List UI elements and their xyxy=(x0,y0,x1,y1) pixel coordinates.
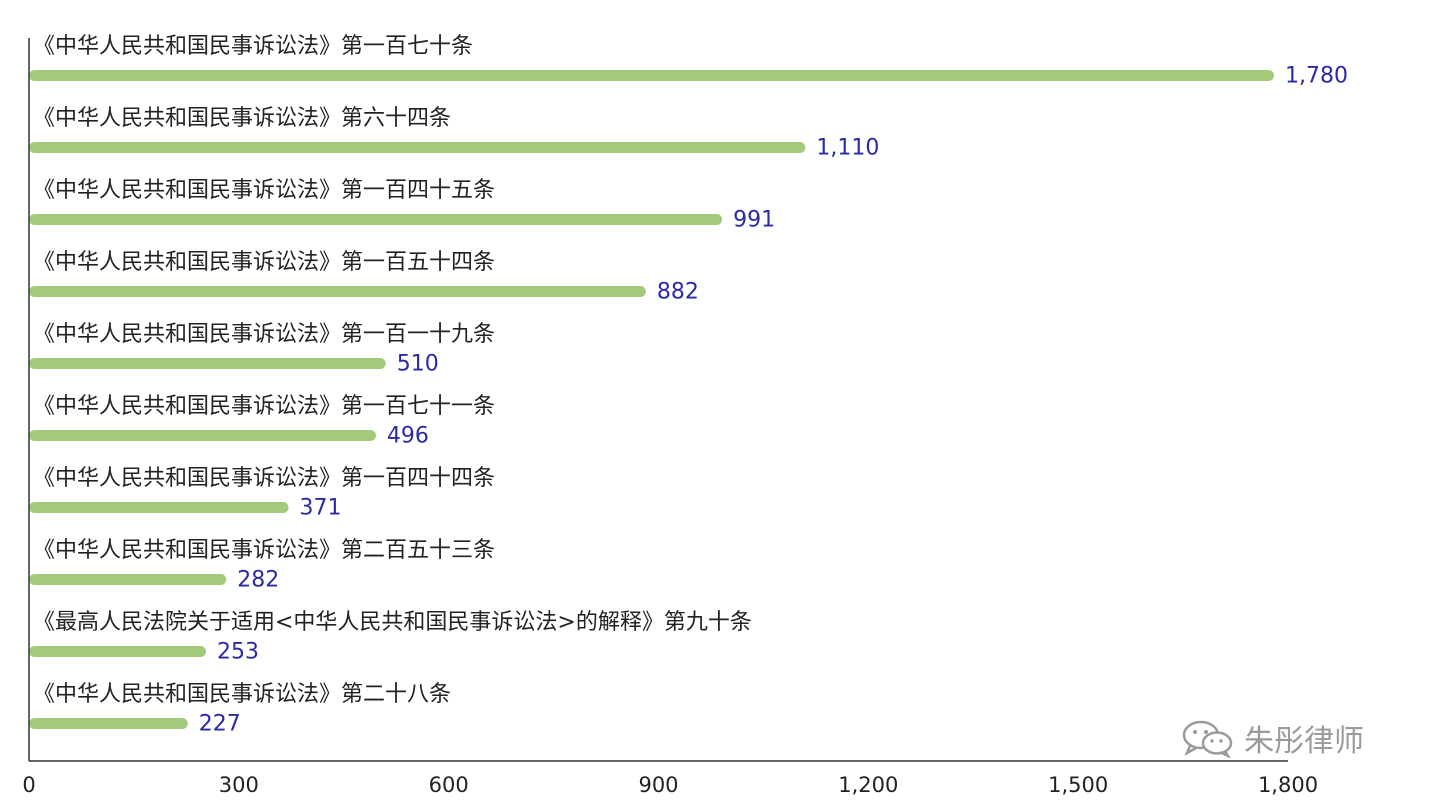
data-label: 882 xyxy=(657,280,699,305)
bar xyxy=(29,214,723,225)
bar xyxy=(29,286,646,297)
data-label: 510 xyxy=(397,352,439,377)
category-labels-layer: 《中华人民共和国民事诉讼法》第一百七十条《中华人民共和国民事诉讼法》第六十四条《… xyxy=(33,34,752,707)
bar xyxy=(29,502,289,513)
data-label: 227 xyxy=(199,712,241,737)
category-label: 《中华人民共和国民事诉讼法》第一百四十五条 xyxy=(33,178,495,203)
category-label: 《中华人民共和国民事诉讼法》第一百七十条 xyxy=(33,34,473,59)
category-label: 《中华人民共和国民事诉讼法》第二百五十三条 xyxy=(33,538,495,563)
x-tick-label: 600 xyxy=(429,773,469,797)
bar xyxy=(29,574,227,585)
watermark-text: 朱彤律师 xyxy=(1244,724,1364,759)
x-tick-label: 300 xyxy=(219,773,259,797)
x-tick-label: 0 xyxy=(22,773,35,797)
category-label: 《中华人民共和国民事诉讼法》第一百七十一条 xyxy=(33,394,495,419)
data-label: 1,110 xyxy=(816,136,879,161)
category-label: 《最高人民法院关于适用<中华人民共和国民事诉讼法>的解释》第九十条 xyxy=(33,610,752,635)
category-label: 《中华人民共和国民事诉讼法》第一百四十四条 xyxy=(33,466,495,491)
bar xyxy=(29,646,206,657)
x-tick-label: 900 xyxy=(638,773,678,797)
data-label: 282 xyxy=(237,568,279,593)
data-label: 253 xyxy=(217,640,259,665)
x-tick-label: 1,500 xyxy=(1048,773,1108,797)
bars-layer xyxy=(29,70,1275,729)
bar xyxy=(29,358,386,369)
data-label: 991 xyxy=(733,208,775,233)
bar xyxy=(29,718,188,729)
category-label: 《中华人民共和国民事诉讼法》第一百一十九条 xyxy=(33,322,495,347)
category-label: 《中华人民共和国民事诉讼法》第六十四条 xyxy=(33,106,451,131)
bar xyxy=(29,70,1275,81)
bar xyxy=(29,430,376,441)
data-label: 496 xyxy=(387,424,429,449)
bar xyxy=(29,142,806,153)
x-tick-label: 1,200 xyxy=(838,773,898,797)
watermark: 朱彤律师 xyxy=(1180,716,1364,760)
category-label: 《中华人民共和国民事诉讼法》第一百五十四条 xyxy=(33,250,495,275)
data-label: 371 xyxy=(299,496,341,521)
data-label: 1,780 xyxy=(1285,64,1348,89)
wechat-icon xyxy=(1182,720,1233,758)
x-axis-ticks: 0 300 600 900 1,200 1,500 1,800 xyxy=(22,773,1318,797)
x-tick-label: 1,800 xyxy=(1258,773,1318,797)
value-labels-layer: 1,780 1,110 991 882 510 496 371 282 253 227 xyxy=(199,64,1348,737)
category-label: 《中华人民共和国民事诉讼法》第二十八条 xyxy=(33,682,451,707)
